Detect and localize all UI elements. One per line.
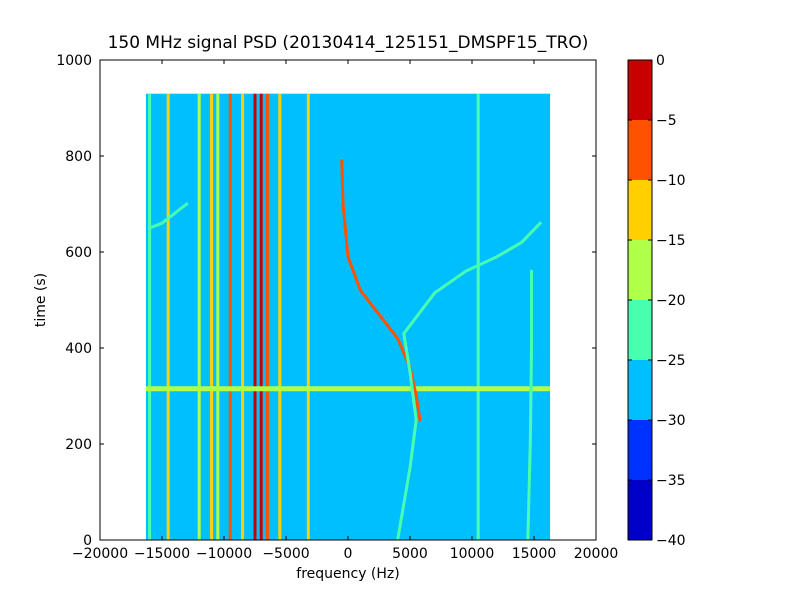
doppler-curve-feature bbox=[340, 159, 422, 422]
colorbar-segment bbox=[628, 360, 652, 420]
colorbar-tick-label: −40 bbox=[656, 533, 686, 549]
chart-title: 150 MHz signal PSD (20130414_125151_DMSP… bbox=[108, 33, 589, 53]
axes: −20000 −15000 −10000 −5000 0 5000 10000 15000 20… bbox=[56, 53, 618, 562]
x-tick-label: 5000 bbox=[392, 546, 428, 562]
y-tick-label: 1000 bbox=[56, 53, 92, 69]
colorbar-tick-label: 0 bbox=[656, 53, 665, 69]
x-tick-label: 15000 bbox=[512, 546, 557, 562]
x-axis-label: frequency (Hz) bbox=[296, 566, 399, 582]
colorbar-tick-label: −5 bbox=[656, 113, 677, 129]
y-tick-label: 800 bbox=[65, 149, 92, 165]
y-tick-label: 0 bbox=[83, 533, 92, 549]
y-axis-label: time (s) bbox=[33, 273, 49, 327]
colorbar-segment bbox=[628, 60, 652, 120]
colorbar-segment bbox=[628, 480, 652, 540]
colorbar-tick-label: −25 bbox=[656, 353, 686, 369]
x-tick-label: 10000 bbox=[450, 546, 495, 562]
doppler-curve-feature bbox=[526, 269, 534, 540]
y-tick-label: 200 bbox=[65, 437, 92, 453]
x-tick-label: −20000 bbox=[72, 546, 128, 562]
y-tick-label: 600 bbox=[65, 245, 92, 261]
y-tick-label: 400 bbox=[65, 341, 92, 357]
colorbar-tick-label: −30 bbox=[656, 413, 686, 429]
colorbar-tick-label: −20 bbox=[656, 293, 686, 309]
x-tick-label: −10000 bbox=[196, 546, 252, 562]
colorbar-segment bbox=[628, 180, 652, 240]
colorbar-segment bbox=[628, 240, 652, 300]
x-tick-label: 0 bbox=[344, 546, 353, 562]
colorbar-tick-label: −35 bbox=[656, 473, 686, 489]
colorbar-segment bbox=[628, 300, 652, 360]
colorbar-tick-label: −15 bbox=[656, 233, 686, 249]
doppler-curve-feature bbox=[148, 202, 189, 230]
doppler-curve-feature bbox=[396, 332, 418, 540]
heatmap bbox=[145, 93, 551, 540]
colorbar: −40 −35 −30 −25 −20 −15 −10 −5 0 bbox=[627, 53, 686, 549]
heatmap-background bbox=[145, 93, 551, 540]
colorbar-segment bbox=[628, 120, 652, 180]
x-tick-label: −5000 bbox=[262, 546, 309, 562]
colorbar-tick-label: −10 bbox=[656, 173, 686, 189]
colorbar-segment bbox=[628, 420, 652, 480]
x-tick-label: 20000 bbox=[574, 546, 619, 562]
doppler-curve-feature bbox=[402, 221, 542, 336]
x-tick-label: −15000 bbox=[134, 546, 190, 562]
